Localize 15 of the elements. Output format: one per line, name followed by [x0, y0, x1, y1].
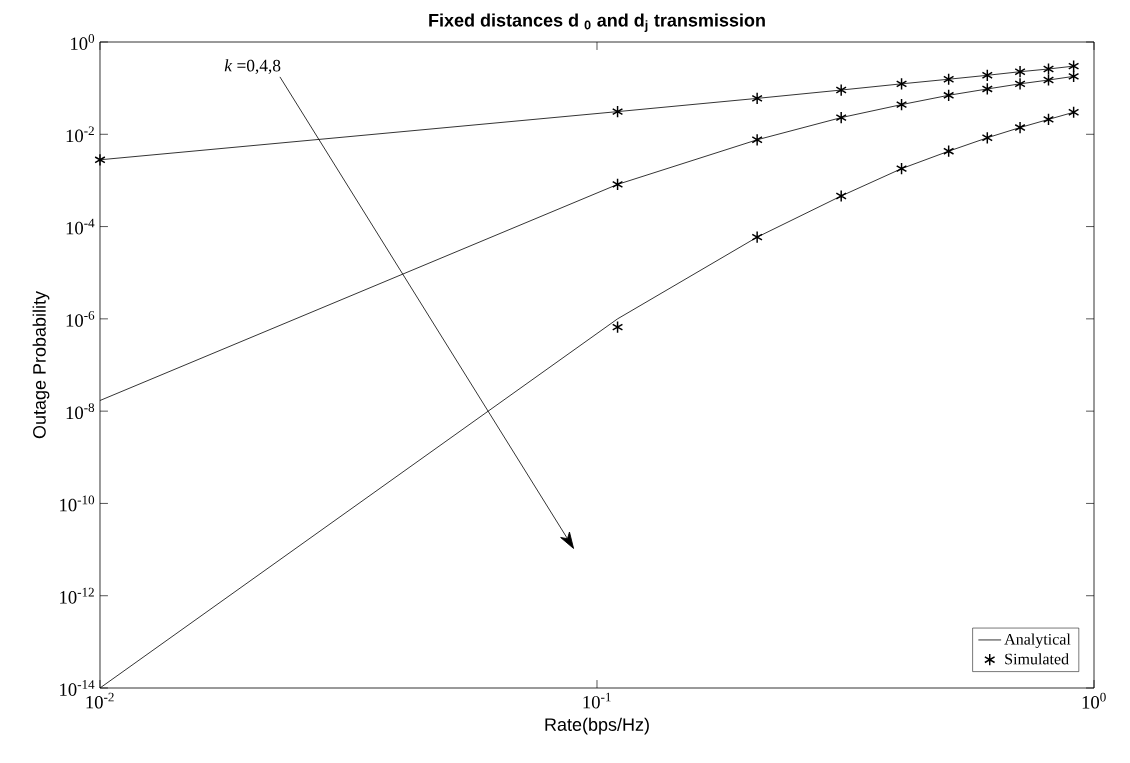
x-axis-title: Rate(bps/Hz)	[545, 717, 649, 735]
legend-label: Analytical	[1004, 633, 1071, 648]
y-tick-label: 10$^{-12}$	[60, 587, 94, 604]
annotation: k =0,4,8	[224, 59, 281, 74]
y-tick-label: 10$^{-10}$	[60, 495, 95, 512]
y-tick-label: 10$^{-8}$	[66, 403, 95, 420]
x-tick-label: 10$^{-1}$	[583, 692, 611, 709]
y-axis-title: Outage Probability	[32, 291, 50, 439]
y-tick-label: 10$^{-6}$	[66, 310, 95, 327]
y-tick-label: 10$^{-2}$	[66, 126, 94, 143]
chart-title: Fixed distances d $_{0}$ and d$_{j}$ transmission	[429, 13, 765, 32]
y-tick-label: 10$^{0}$	[71, 34, 95, 50]
legend-label: Simulated	[1005, 653, 1069, 665]
y-tick-label: 10$^{-4}$	[66, 218, 95, 235]
x-tick-label: 10$^{0}$	[1082, 692, 1106, 709]
